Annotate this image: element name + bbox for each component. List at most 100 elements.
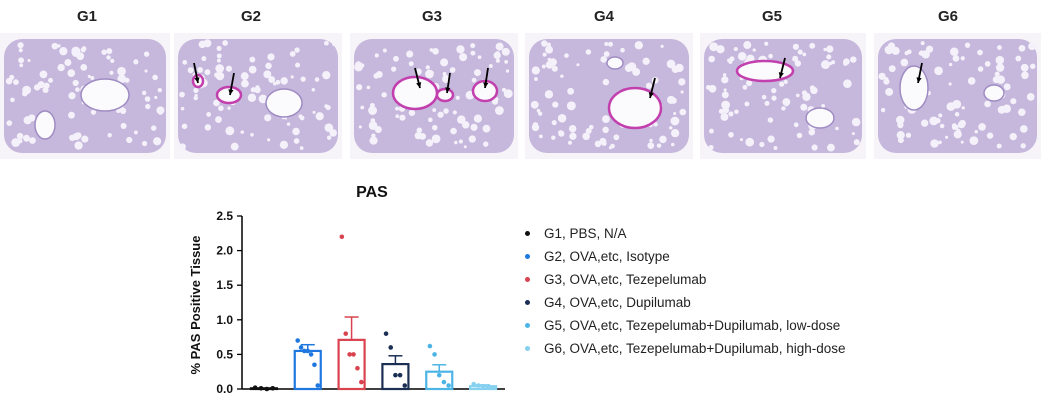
- alveolus: [456, 45, 465, 54]
- alveolus: [416, 127, 423, 134]
- alveolus: [653, 122, 658, 127]
- alveolus: [473, 69, 481, 77]
- alveolus: [141, 140, 148, 147]
- alveolus: [182, 59, 188, 65]
- y-tick-label: 1.0: [216, 313, 233, 327]
- legend-item-g1: G1, PBS, N/A: [525, 222, 846, 245]
- alveolus: [126, 136, 133, 144]
- alveolus: [627, 62, 637, 72]
- alveolus: [201, 56, 207, 62]
- alveolus: [254, 86, 261, 94]
- alveolus: [408, 61, 414, 67]
- arrow-head-icon: [648, 92, 654, 98]
- alveolus: [225, 65, 233, 72]
- alveolus: [87, 74, 91, 78]
- alveolus: [1026, 93, 1035, 101]
- alveolus: [809, 85, 815, 91]
- alveolus: [432, 108, 437, 112]
- alveolus: [432, 48, 439, 55]
- alveolus: [564, 53, 569, 58]
- alveolus: [6, 120, 13, 127]
- alveolus: [921, 119, 929, 127]
- alveolus: [133, 59, 139, 65]
- histology-image-g1: [0, 33, 170, 159]
- arrow-head-icon: [194, 77, 200, 83]
- alveolus: [382, 48, 387, 53]
- alveolus: [920, 41, 925, 46]
- alveolus: [673, 111, 677, 116]
- alveolus: [437, 111, 444, 118]
- alveolus: [534, 77, 538, 81]
- alveolus: [180, 106, 185, 111]
- legend-label: G4, OVA,etc, Dupilumab: [544, 295, 691, 310]
- alveolus: [158, 110, 163, 115]
- panel-title-g1: G1: [76, 8, 97, 25]
- alveolus: [324, 123, 334, 132]
- alveolus: [752, 48, 756, 52]
- alveolus: [602, 115, 610, 124]
- alveolus: [295, 62, 301, 68]
- arrow-head-icon: [416, 82, 422, 88]
- alveolus: [722, 73, 727, 77]
- airway-lumen: [607, 86, 663, 130]
- alveolus: [443, 108, 449, 114]
- bar-g4: [381, 362, 410, 391]
- y-tick-label: 2.5: [216, 209, 233, 223]
- alveolus: [179, 143, 186, 151]
- alveolus: [80, 47, 86, 53]
- alveolus: [495, 42, 504, 51]
- alveolus: [227, 106, 231, 110]
- alveolus: [821, 103, 826, 108]
- alveolus: [680, 90, 684, 94]
- alveolus: [826, 54, 832, 60]
- data-point: [258, 386, 264, 391]
- alveolus: [454, 140, 458, 145]
- alveolus: [745, 137, 755, 147]
- alveolus: [670, 97, 677, 104]
- alveolus: [853, 139, 860, 146]
- alveolus: [568, 140, 572, 145]
- alveolus: [29, 137, 36, 144]
- alveolus: [483, 141, 489, 147]
- alveolus: [152, 74, 158, 81]
- alveolus: [311, 88, 316, 92]
- y-tick-label: 0.5: [216, 347, 233, 361]
- alveolus: [470, 43, 476, 49]
- alveolus: [649, 138, 653, 143]
- alveolus: [23, 116, 32, 125]
- alveolus: [375, 71, 383, 78]
- alveolus: [458, 139, 463, 144]
- alveolus: [117, 66, 126, 76]
- data-point: [305, 348, 311, 354]
- alveolus: [267, 53, 275, 61]
- alveolus: [503, 89, 513, 99]
- alveolus: [477, 55, 482, 60]
- alveolus: [106, 48, 113, 55]
- alveolus: [951, 123, 957, 129]
- alveolus: [193, 95, 198, 101]
- alveolus: [905, 132, 912, 138]
- alveolus: [670, 128, 680, 138]
- airway-lumen: [265, 88, 303, 118]
- y-axis: 0.0 0.5 1.0 1.5 2.0 2.5: [216, 209, 505, 396]
- alveolus: [440, 58, 449, 67]
- alveolus: [728, 131, 734, 138]
- alveolus: [895, 115, 905, 125]
- alveolus: [945, 135, 949, 139]
- alveolus: [995, 63, 1005, 72]
- alveolus: [181, 123, 188, 130]
- alveolus: [241, 79, 249, 88]
- alveolus: [491, 98, 499, 105]
- alveolus: [541, 64, 546, 69]
- alveolus: [470, 50, 476, 56]
- alveolus: [1010, 98, 1017, 105]
- alveolus: [938, 140, 942, 145]
- alveolus: [268, 76, 276, 83]
- alveolus: [323, 40, 329, 46]
- alveolus: [721, 76, 729, 84]
- alveolus: [996, 143, 1002, 149]
- alveolus: [576, 63, 580, 67]
- alveolus: [930, 139, 939, 148]
- alveolus: [603, 51, 610, 57]
- alveolus: [359, 63, 365, 68]
